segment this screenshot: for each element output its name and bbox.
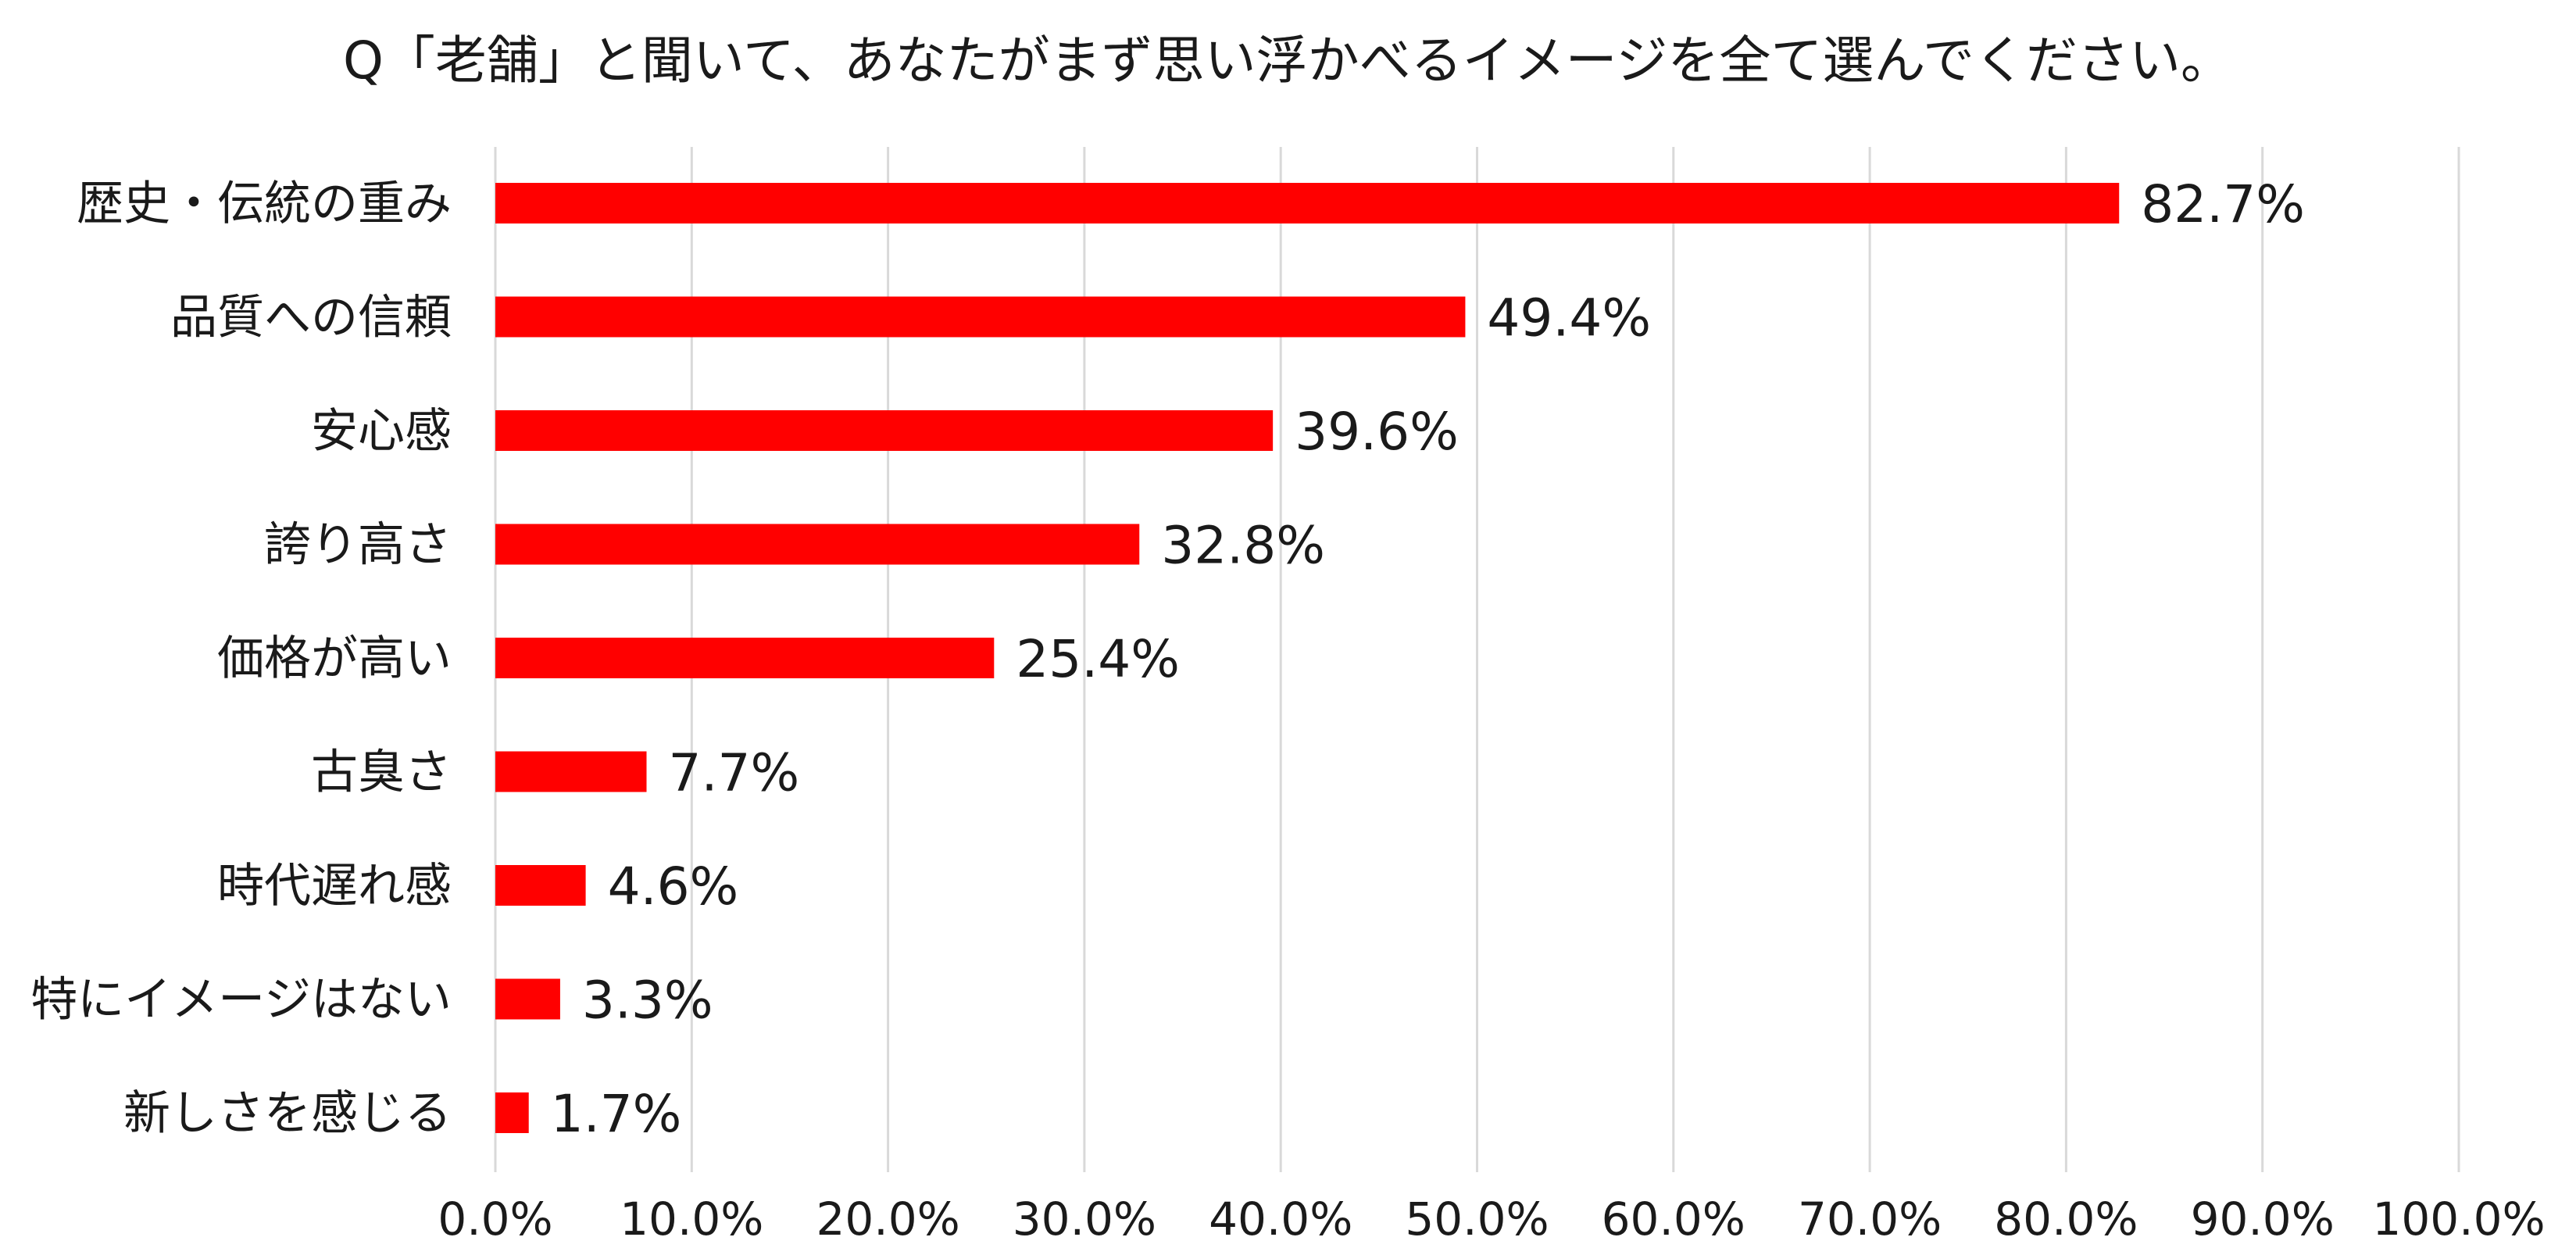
category-label: 安心感: [311, 404, 452, 459]
value-label: 39.6%: [1295, 402, 1459, 462]
value-label: 4.6%: [608, 856, 739, 917]
x-tick-label: 10.0%: [620, 1192, 763, 1246]
chart-title: Q「老舗」と聞いて、あなたがまず思い浮かべるイメージを全て選んでください。: [343, 30, 2232, 91]
category-label-layer: 歴史・伝統の重み品質への信頼安心感誇り高さ価格が高い古臭さ時代遅れ感特にイメージ…: [30, 177, 452, 1141]
value-label: 32.8%: [1161, 516, 1325, 576]
x-tick-label: 0.0%: [438, 1192, 552, 1246]
bar: [495, 1092, 529, 1133]
value-label: 25.4%: [1016, 629, 1180, 689]
category-label: 新しさを感じる: [123, 1086, 452, 1141]
category-label: 品質への信頼: [170, 291, 452, 345]
category-label: 価格が高い: [217, 631, 452, 686]
value-label: 82.7%: [2141, 174, 2305, 234]
x-tick-label: 80.0%: [1994, 1192, 2138, 1246]
bar-layer: [495, 183, 2120, 1133]
category-label: 誇り高さ: [264, 518, 452, 573]
x-tick-label: 30.0%: [1013, 1192, 1156, 1246]
bar: [495, 978, 560, 1020]
category-label: 特にイメージはない: [30, 973, 452, 1028]
x-tick-label: 100.0%: [2372, 1192, 2545, 1246]
x-tick-label: 40.0%: [1209, 1192, 1352, 1246]
bar: [495, 524, 1140, 565]
x-axis-tick-layer: 0.0% 10.0% 20.0% 30.0% 40.0% 50.0% 60.0% 70.0% 8…: [438, 1192, 2545, 1246]
value-label: 7.7%: [669, 743, 800, 803]
bar: [495, 410, 1274, 451]
bar: [495, 638, 995, 678]
x-tick-label: 70.0%: [1798, 1192, 1942, 1246]
bar: [495, 296, 1466, 338]
bar: [495, 183, 2120, 223]
value-label: 3.3%: [582, 971, 713, 1031]
bar: [495, 751, 647, 792]
x-tick-label: 50.0%: [1405, 1192, 1549, 1246]
x-tick-label: 60.0%: [1602, 1192, 1745, 1246]
category-label: 古臭さ: [311, 745, 452, 800]
x-tick-label: 90.0%: [2191, 1192, 2335, 1246]
value-label-layer: 82.7% 49.4% 39.6% 32.8% 25.4% 7.7% 4.6% 3.3% 1.7…: [551, 174, 2305, 1144]
category-label: 時代遅れ感: [217, 859, 452, 914]
bar: [495, 865, 586, 906]
x-tick-label: 20.0%: [816, 1192, 959, 1246]
category-label: 歴史・伝統の重み: [77, 177, 452, 231]
value-label: 49.4%: [1487, 288, 1651, 349]
value-label: 1.7%: [551, 1084, 682, 1144]
